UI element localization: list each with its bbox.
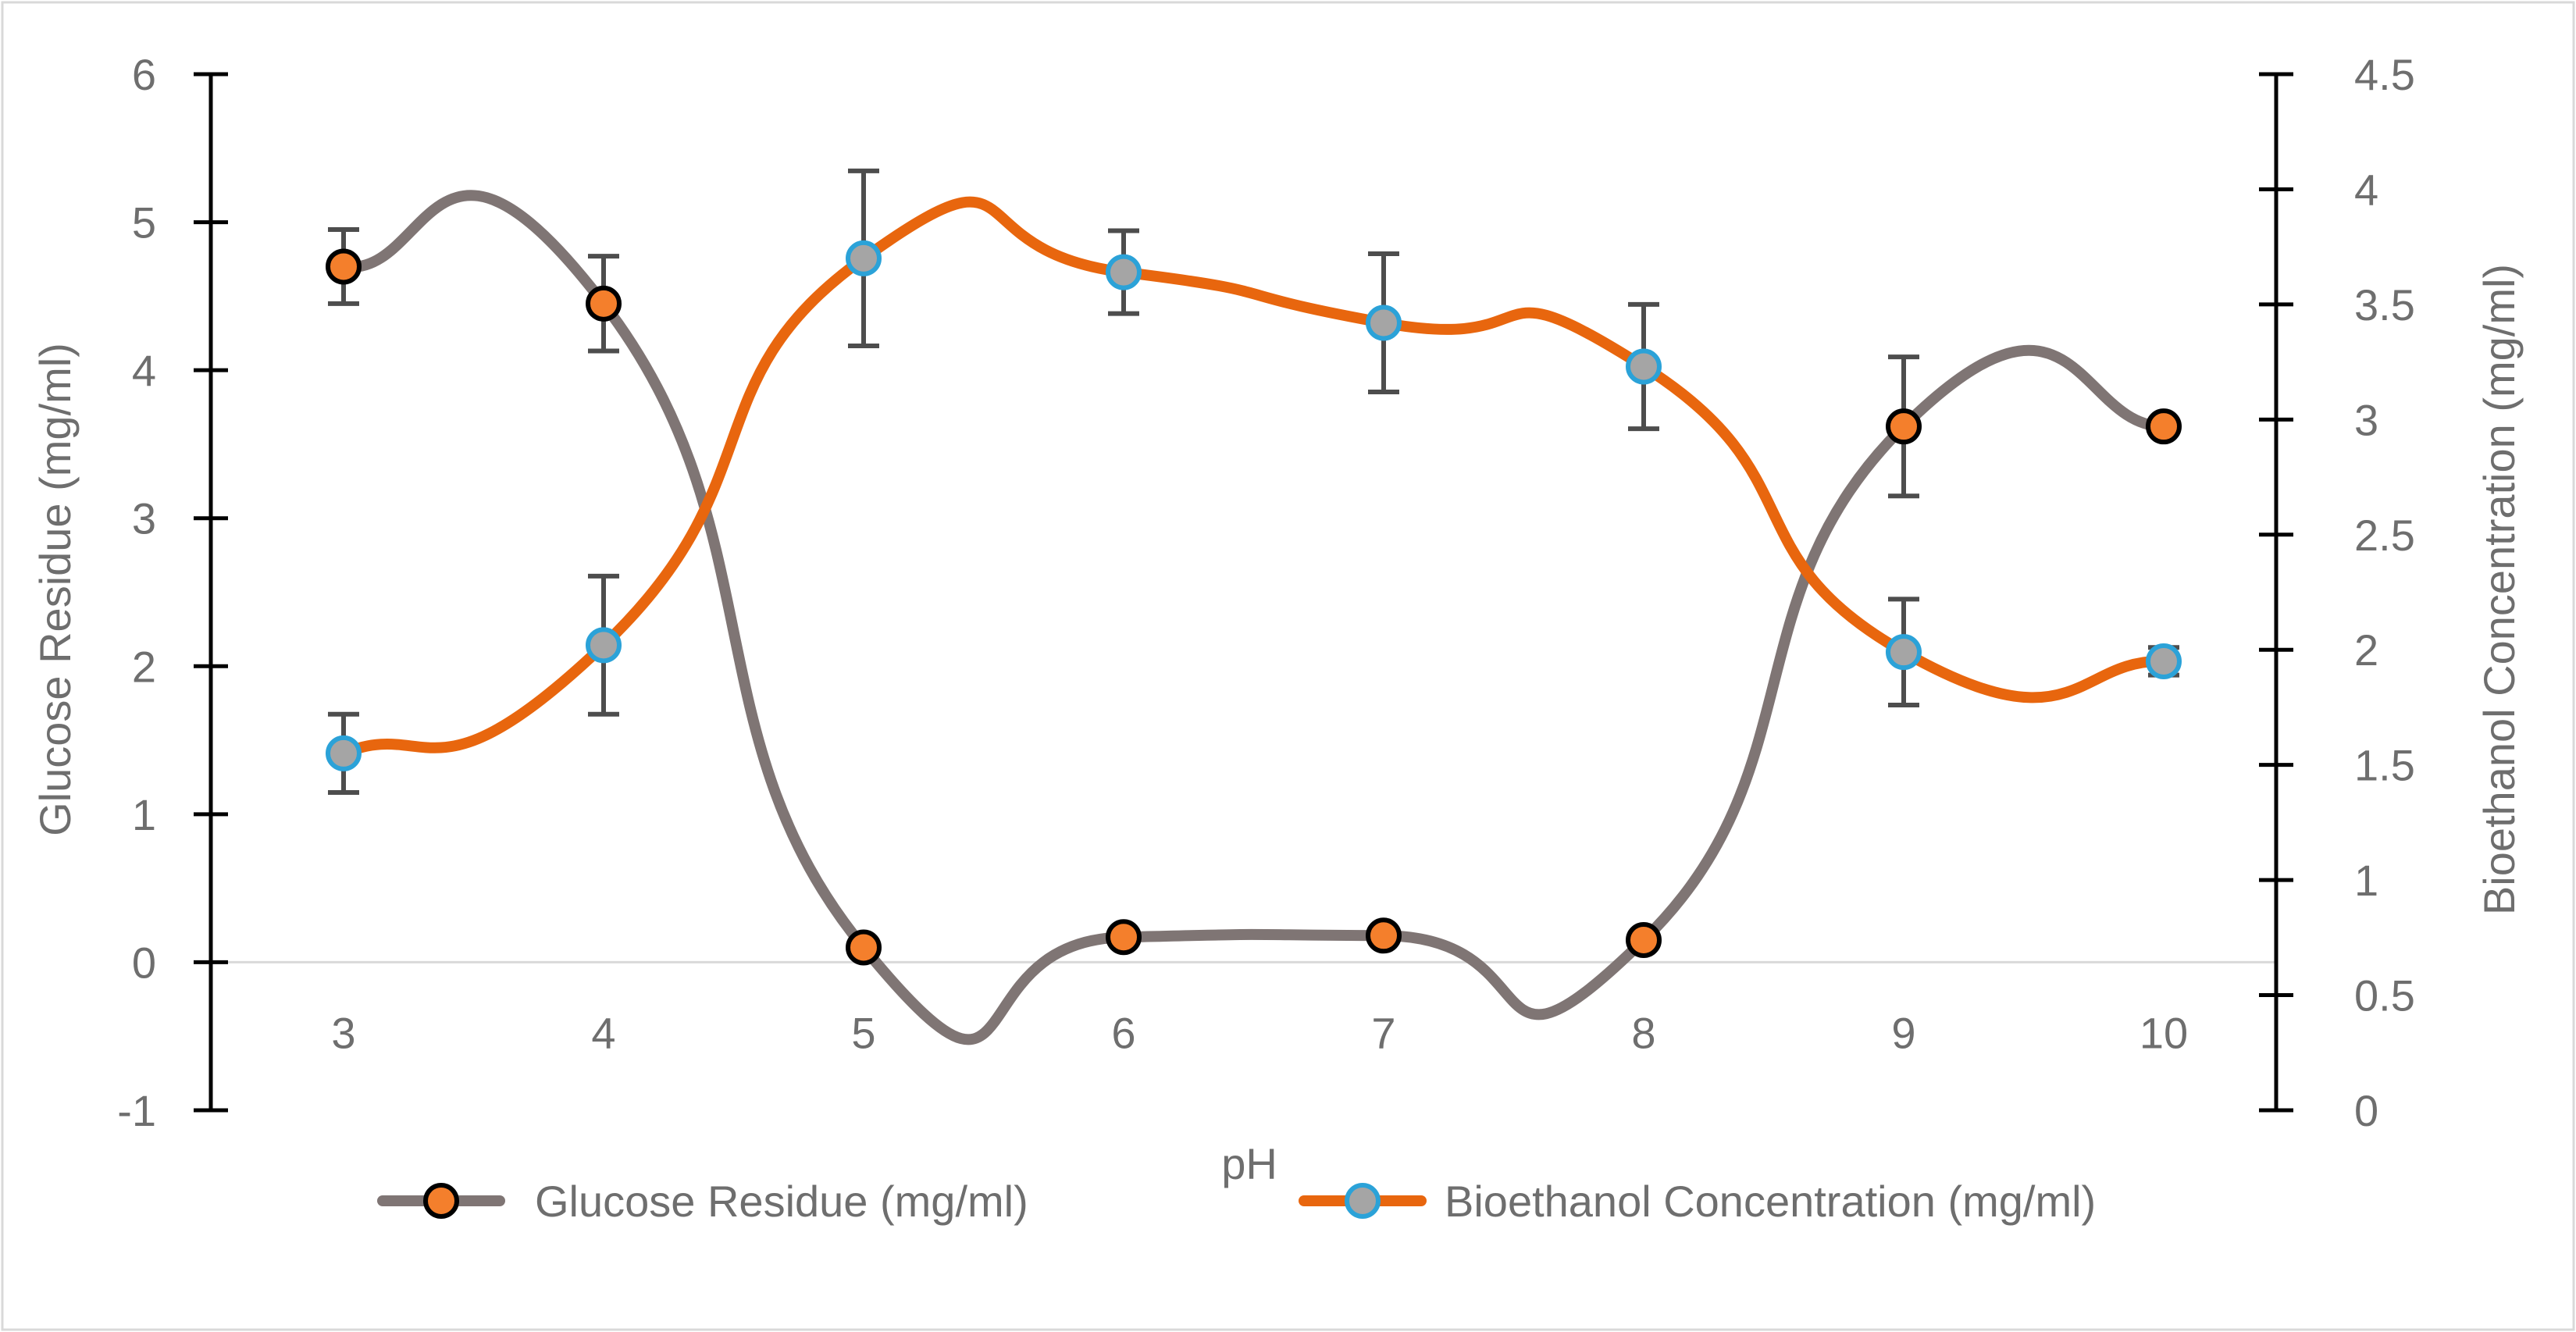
y-tick-label: 0 bbox=[132, 938, 156, 987]
plot-area: -1 0 1 2 3 4 5 6 0 0.5 1 1.5 2 2.5 3 3.5 4 4.5 3 4 5 6 7 8 9 10 bbox=[117, 50, 2415, 1135]
x-tick-label: 9 bbox=[1891, 1008, 1915, 1057]
glucose-point bbox=[2146, 408, 2182, 445]
glucose-point bbox=[1886, 408, 1922, 445]
x-tick-label: 5 bbox=[851, 1008, 875, 1057]
y2-tick-label: 3.5 bbox=[2354, 280, 2415, 329]
x-tick-label: 10 bbox=[2140, 1008, 2188, 1057]
y2-tick-label: 1.5 bbox=[2354, 741, 2415, 790]
bioethanol-point bbox=[2146, 643, 2182, 679]
glucose-point bbox=[1366, 917, 1402, 954]
y-axis-title: Glucose Residue (mg/ml) bbox=[30, 343, 80, 836]
y-tick-label: 3 bbox=[132, 494, 156, 543]
y-tick-label: 1 bbox=[132, 790, 156, 839]
bioethanol-point bbox=[586, 627, 622, 664]
x-tick-label: 4 bbox=[591, 1008, 615, 1057]
y-tick-label: 5 bbox=[132, 198, 156, 248]
bioethanol-point bbox=[1626, 348, 1662, 385]
legend-marker-bioethanol bbox=[1345, 1183, 1381, 1219]
bioethanol-point bbox=[326, 735, 362, 771]
bioethanol-series-line bbox=[338, 196, 2169, 759]
legend-item-glucose: Glucose Residue (mg/ml) bbox=[377, 1177, 1028, 1226]
glucose-point bbox=[846, 929, 882, 966]
legend-item-bioethanol: Bioethanol Concentration (mg/ml) bbox=[1299, 1177, 2096, 1226]
x-tick-label: 8 bbox=[1631, 1008, 1655, 1057]
glucose-series-line bbox=[338, 190, 2169, 1045]
glucose-point bbox=[1106, 919, 1142, 956]
legend: Glucose Residue (mg/ml) Bioethanol Conce… bbox=[377, 1177, 2096, 1226]
y2-tick-label: 1 bbox=[2354, 856, 2378, 905]
x-tick-label: 3 bbox=[331, 1008, 355, 1057]
legend-label-bioethanol: Bioethanol Concentration (mg/ml) bbox=[1445, 1177, 2096, 1226]
glucose-point bbox=[1626, 921, 1662, 958]
glucose-point bbox=[326, 248, 362, 285]
x-tick-label: 7 bbox=[1371, 1008, 1395, 1057]
y2-tick-label: 2 bbox=[2354, 625, 2378, 675]
y2-tick-label: 4.5 bbox=[2354, 50, 2415, 99]
y-tick-label: 2 bbox=[132, 642, 156, 691]
x-tick-label: 6 bbox=[1111, 1008, 1135, 1057]
bioethanol-point bbox=[1106, 254, 1142, 290]
y-tick-label: -1 bbox=[117, 1086, 156, 1135]
legend-marker-glucose bbox=[423, 1183, 459, 1219]
legend-label-glucose: Glucose Residue (mg/ml) bbox=[535, 1177, 1028, 1226]
y2-tick-label: 0.5 bbox=[2354, 971, 2415, 1020]
bioethanol-point bbox=[846, 240, 882, 276]
x-axis-title: pH bbox=[1221, 1139, 1277, 1188]
glucose-point bbox=[586, 285, 622, 322]
y2-tick-label: 0 bbox=[2354, 1086, 2378, 1135]
bioethanol-point bbox=[1886, 634, 1922, 671]
y2-tick-label: 2.5 bbox=[2354, 511, 2415, 560]
y2-axis-title: Bioethanol Concentration (mg/ml) bbox=[2474, 264, 2524, 915]
y2-tick-label: 3 bbox=[2354, 395, 2378, 444]
bioethanol-point bbox=[1366, 305, 1402, 341]
y-tick-label: 6 bbox=[132, 50, 156, 99]
y2-tick-label: 4 bbox=[2354, 165, 2378, 214]
y-tick-label: 4 bbox=[132, 346, 156, 395]
